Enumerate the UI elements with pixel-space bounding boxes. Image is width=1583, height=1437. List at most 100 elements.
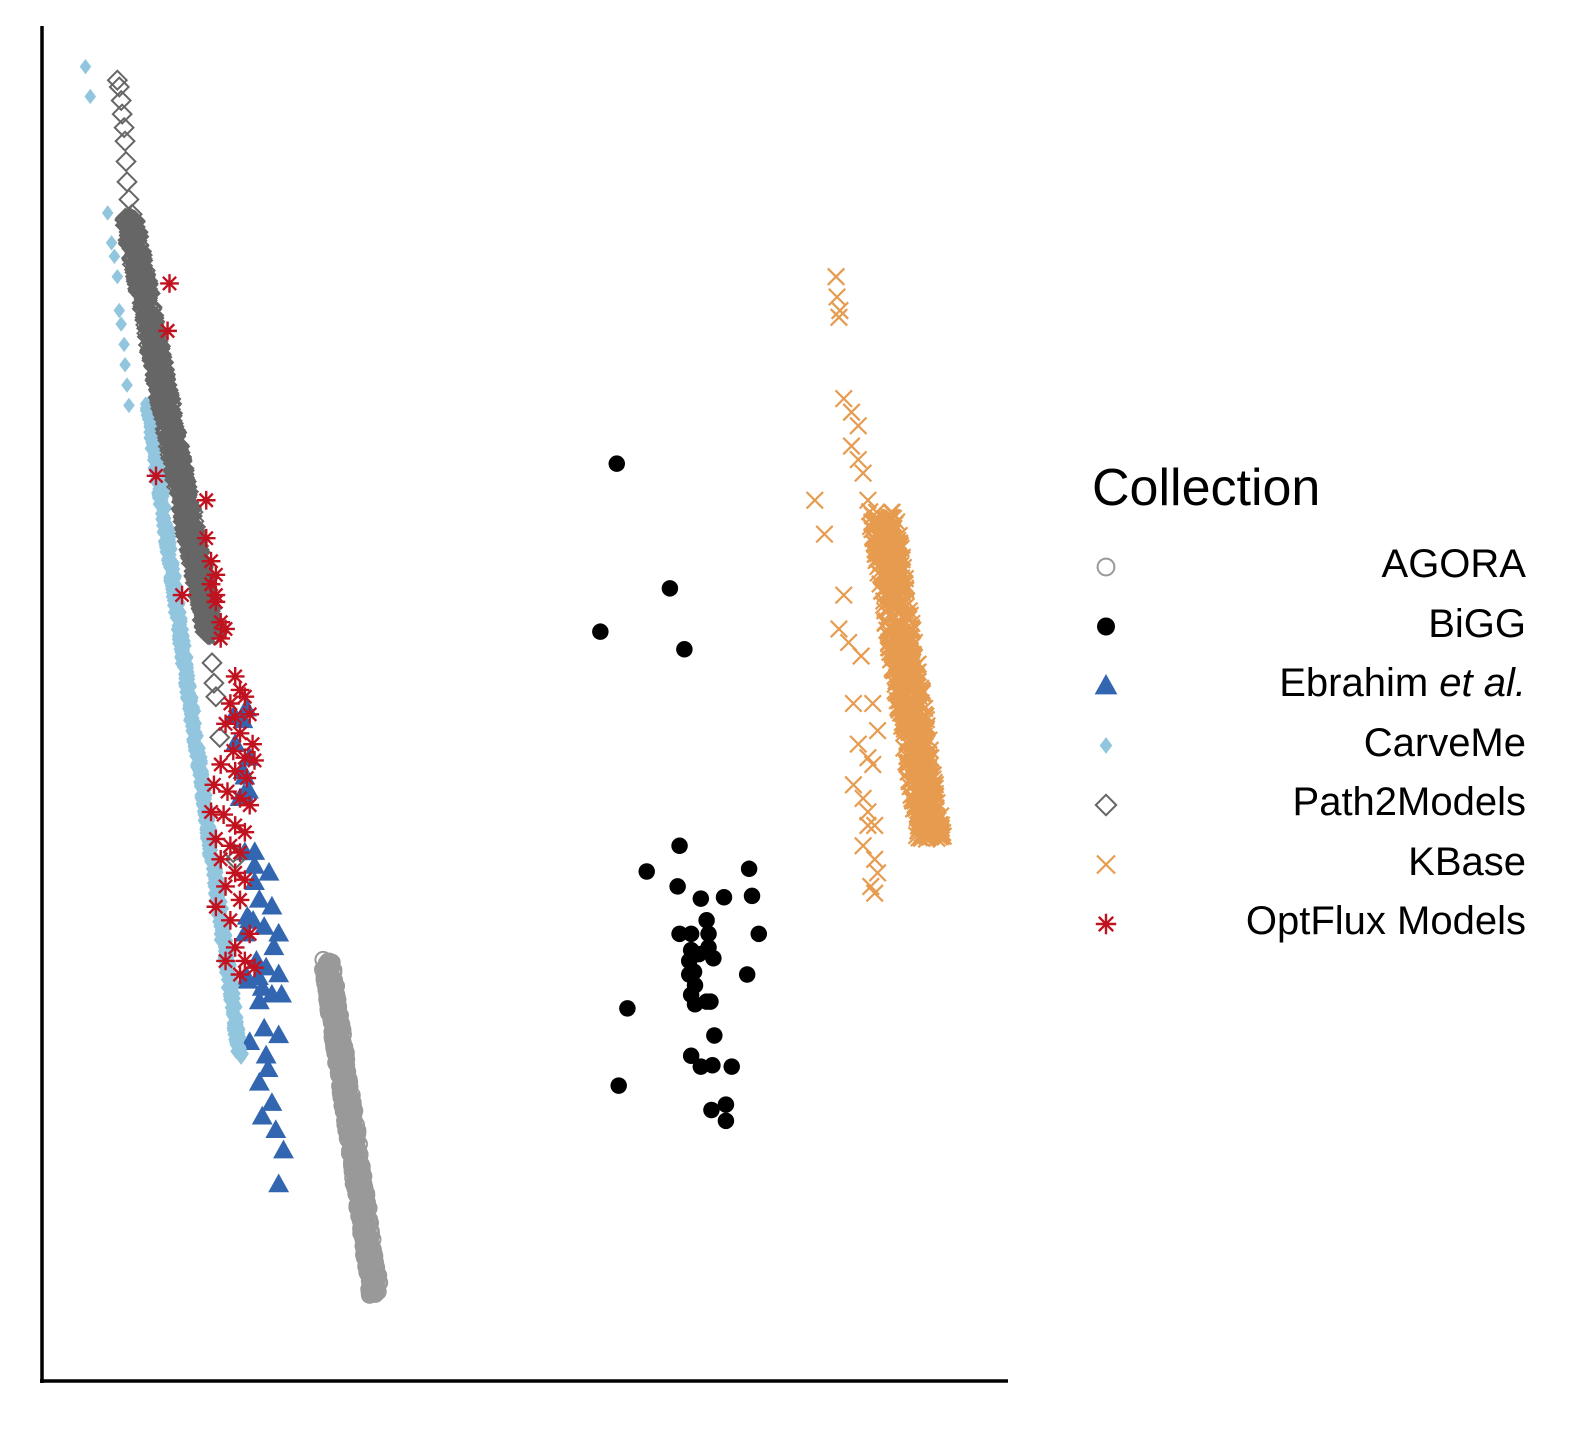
point-carveme bbox=[180, 674, 193, 691]
point-kbase bbox=[892, 590, 911, 609]
point-bigg bbox=[669, 878, 686, 895]
point-path2models bbox=[190, 582, 212, 605]
point-optflux-models bbox=[225, 863, 245, 883]
point-carveme bbox=[170, 578, 183, 595]
point-carveme bbox=[119, 357, 131, 373]
point-optflux-models bbox=[201, 802, 221, 822]
point-bigg bbox=[738, 966, 756, 983]
point-agora bbox=[355, 1222, 373, 1240]
point-path2models bbox=[148, 361, 170, 384]
legend-title: Collection bbox=[1092, 459, 1321, 517]
point-optflux-models bbox=[230, 789, 250, 808]
point-kbase bbox=[854, 464, 873, 483]
point-path2models bbox=[134, 281, 157, 304]
point-optflux-models bbox=[214, 805, 233, 824]
point-path2models bbox=[113, 116, 135, 139]
point-bigg bbox=[690, 945, 708, 963]
point-kbase bbox=[854, 789, 873, 808]
point-bigg bbox=[723, 1058, 740, 1075]
point-bigg bbox=[619, 1000, 636, 1017]
point-bigg bbox=[704, 1057, 721, 1074]
point-path2models bbox=[203, 672, 225, 694]
point-carveme bbox=[196, 797, 209, 813]
point-optflux-models bbox=[221, 836, 240, 856]
point-optflux-models bbox=[230, 965, 250, 984]
point-bigg bbox=[703, 1101, 720, 1119]
point-path2models bbox=[192, 610, 215, 632]
point-path2models bbox=[169, 448, 191, 471]
point-optflux-models bbox=[158, 321, 177, 341]
point-kbase bbox=[927, 793, 947, 812]
point-carveme bbox=[160, 541, 173, 557]
point-path2models bbox=[201, 652, 223, 674]
point-carveme bbox=[199, 793, 211, 809]
series-kbase bbox=[805, 267, 953, 903]
point-optflux-models bbox=[237, 768, 257, 788]
point-optflux-models bbox=[225, 761, 245, 781]
point-kbase bbox=[887, 638, 906, 657]
point-carveme bbox=[196, 753, 209, 769]
point-optflux-models bbox=[235, 951, 255, 971]
point-path2models bbox=[175, 523, 198, 545]
point-carveme bbox=[113, 302, 126, 319]
point-agora bbox=[319, 990, 337, 1008]
point-kbase bbox=[834, 389, 853, 408]
point-path2models bbox=[139, 324, 162, 347]
point-optflux-models bbox=[230, 843, 250, 862]
legend-label: AGORA bbox=[1381, 542, 1526, 586]
series-optflux-models bbox=[146, 274, 264, 984]
point-carveme bbox=[79, 58, 92, 75]
point-agora bbox=[359, 1257, 378, 1275]
point-bigg bbox=[700, 925, 717, 943]
point-carveme bbox=[159, 510, 172, 526]
point-path2models bbox=[172, 500, 194, 523]
point-ebrahim-et-al bbox=[239, 909, 261, 928]
point-carveme bbox=[205, 843, 218, 860]
series-bigg bbox=[592, 455, 768, 1130]
point-carveme bbox=[163, 570, 176, 586]
point-ebrahim-et-al bbox=[232, 709, 254, 729]
point-ebrahim-et-al bbox=[255, 1044, 277, 1064]
point-carveme bbox=[173, 612, 186, 629]
point-path2models bbox=[106, 69, 129, 91]
series-agora bbox=[314, 950, 389, 1304]
point-carveme bbox=[84, 88, 97, 105]
point-kbase bbox=[849, 450, 868, 469]
point-path2models bbox=[155, 402, 177, 425]
point-kbase bbox=[829, 619, 848, 639]
point-kbase bbox=[934, 827, 953, 846]
point-bigg bbox=[592, 623, 609, 640]
point-path2models bbox=[114, 130, 136, 152]
point-kbase bbox=[903, 706, 922, 725]
point-kbase bbox=[913, 740, 932, 759]
point-agora bbox=[345, 1102, 364, 1120]
point-carveme bbox=[147, 446, 160, 463]
point-carveme bbox=[227, 974, 240, 991]
point-kbase bbox=[865, 884, 884, 903]
point-carveme bbox=[105, 235, 118, 251]
point-kbase bbox=[805, 491, 824, 510]
point-ebrahim-et-al bbox=[273, 1139, 294, 1159]
point-optflux-models bbox=[211, 755, 231, 774]
point-optflux-models bbox=[211, 629, 231, 648]
point-agora bbox=[350, 1163, 368, 1182]
point-agora bbox=[333, 1056, 352, 1074]
point-kbase bbox=[858, 802, 877, 821]
point-kbase bbox=[883, 503, 902, 522]
point-bigg bbox=[682, 925, 700, 943]
point-path2models bbox=[148, 377, 171, 400]
legend-key-agora bbox=[1096, 557, 1116, 577]
point-kbase bbox=[901, 658, 920, 677]
point-bigg bbox=[743, 887, 761, 905]
point-carveme bbox=[224, 992, 237, 1008]
legend-key-optflux-models bbox=[1095, 913, 1117, 935]
point-ebrahim-et-al bbox=[268, 1173, 290, 1193]
point-ebrahim-et-al bbox=[255, 956, 277, 976]
legend-label: Path2Models bbox=[1292, 780, 1526, 824]
point-carveme bbox=[237, 1046, 250, 1062]
point-carveme bbox=[174, 644, 187, 661]
point-agora bbox=[352, 1160, 370, 1178]
point-kbase bbox=[894, 683, 914, 702]
point-path2models bbox=[149, 381, 172, 403]
point-carveme bbox=[197, 767, 210, 784]
